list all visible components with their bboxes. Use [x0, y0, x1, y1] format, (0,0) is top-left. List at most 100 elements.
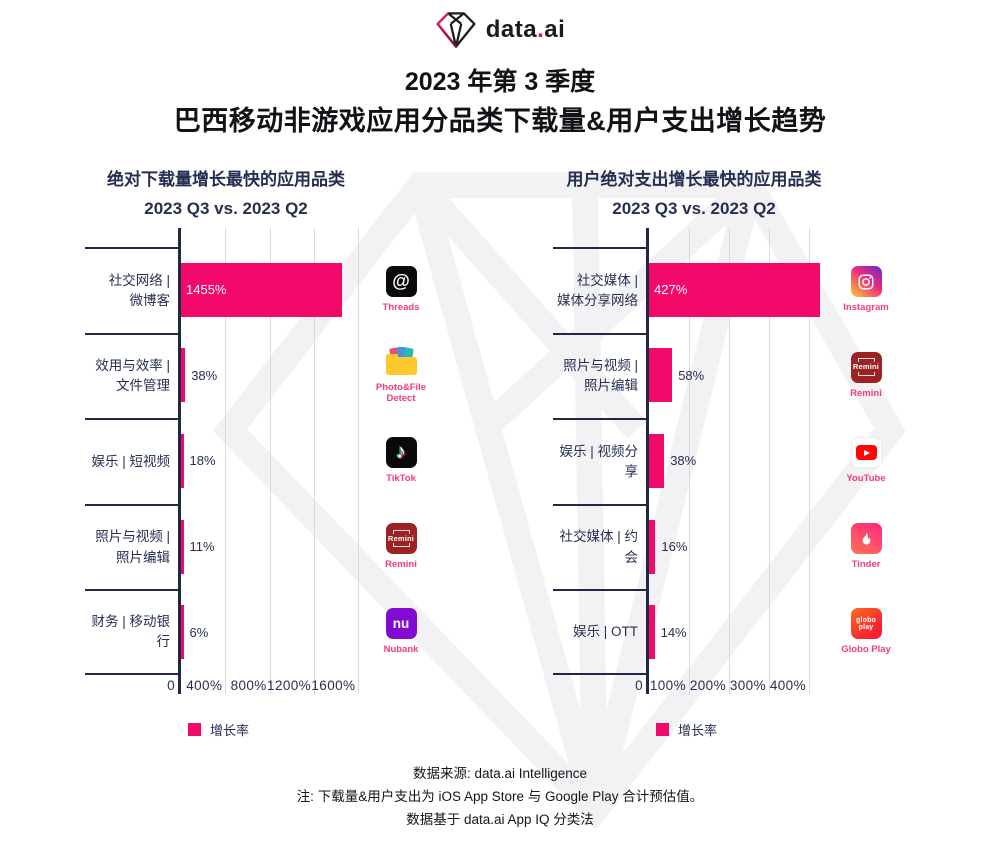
legend-swatch [188, 723, 201, 736]
category-label: 照片与视频 | 照片编辑 [553, 332, 646, 419]
report-title-line1: 2023 年第 3 季度 [404, 68, 596, 96]
chart-row: 照片与视频 | 照片编辑 11% [85, 503, 367, 590]
remini-app-icon: Remini [850, 351, 882, 383]
legend-swatch [656, 723, 669, 736]
app-entry: nu Nubank [356, 589, 446, 675]
footer-note: 注: 下载量&用户支出为 iOS App Store 与 Google Play… [296, 789, 704, 804]
downloads-app-column: @ Threads Photo&File Detect ♪ TikTok Rem… [356, 247, 446, 675]
tick-label: 300% [729, 678, 766, 693]
gridline [269, 228, 271, 694]
gridline [729, 228, 730, 694]
app-label: Remini [850, 387, 882, 399]
app-entry: Photo&File Detect [356, 333, 446, 419]
chart-row: 娱乐 | OTT 14% [553, 589, 835, 675]
chart-subtitle: 2023 Q3 vs. 2023 Q2 [612, 199, 776, 218]
tick-label: 1200% [267, 678, 312, 693]
footer: 数据来源: data.ai Intelligence 注: 下载量&用户支出为 … [0, 762, 1000, 831]
app-entry: Tinder [821, 504, 911, 590]
chart-row: 社交网络 | 微博客 1455% [85, 247, 367, 333]
axis-line [646, 228, 649, 694]
value-label: 14% [660, 624, 687, 640]
gridline [769, 228, 770, 694]
chart-row: 照片与视频 | 照片编辑 58% [553, 332, 835, 419]
tiktok-app-icon: ♪ [385, 437, 417, 469]
legend-label: 增长率 [210, 723, 250, 738]
category-label: 娱乐 | 短视频 [85, 418, 178, 504]
threads-app-icon: @ [385, 266, 417, 298]
growth-bar [181, 519, 184, 574]
chart-row: 财务 | 移动银行 6% [85, 589, 367, 675]
logo-wordmark: data.ai [485, 16, 566, 43]
growth-bar [649, 605, 655, 660]
spend-app-column: Instagram Remini Remini YouTube Tinder [821, 247, 911, 675]
app-label: Globo Play [841, 644, 891, 656]
tick-label: 0 [167, 678, 175, 693]
value-label: 58% [678, 367, 705, 383]
app-entry: YouTube [821, 418, 911, 504]
spend-bar-chart: 社交媒体 | 媒体分享网络 427% 照片与视频 | 照片编辑 58% 娱乐 |… [553, 228, 845, 748]
globo-play-app-icon: globo play [850, 608, 882, 640]
chart-title: 用户绝对支出增长最快的应用品类 [566, 170, 822, 189]
gridlines [181, 228, 367, 694]
chart-title: 绝对下载量增长最快的应用品类 [107, 170, 345, 189]
value-label: 1455% [186, 282, 227, 298]
app-entry: @ Threads [356, 247, 446, 333]
data-ai-diamond-icon [436, 12, 476, 48]
category-label: 社交媒体 | 约会 [553, 503, 646, 590]
category-label: 财务 | 移动银行 [85, 589, 178, 675]
value-label: 6% [189, 624, 209, 640]
app-entry: globo play Globo Play [821, 589, 911, 675]
value-label: 18% [189, 453, 216, 469]
chart-row: 社交媒体 | 约会 16% [553, 503, 835, 590]
gridline [809, 228, 810, 694]
gridline [225, 228, 227, 694]
report-title-line2: 巴西移动非游戏应用分品类下载量&用户支出增长趋势 [173, 106, 827, 136]
tick-label: 1600% [311, 678, 356, 693]
nubank-app-icon: nu [385, 608, 417, 640]
growth-bar [649, 519, 656, 574]
app-label: Tinder [851, 558, 881, 570]
app-label: Threads [382, 302, 420, 314]
chart-row: 效用与效率 | 文件管理 38% [85, 332, 367, 419]
growth-bar [649, 348, 673, 403]
downloads-chart-title: 绝对下载量增长最快的应用品类 2023 Q3 vs. 2023 Q2 [80, 165, 372, 223]
remini-app-icon: Remini [385, 522, 417, 554]
instagram-app-icon [850, 266, 882, 298]
category-label: 效用与效率 | 文件管理 [85, 332, 178, 419]
tick-label: 200% [689, 678, 726, 693]
app-entry: Remini Remini [821, 333, 911, 419]
legend-label: 增长率 [678, 723, 718, 738]
app-label: YouTube [846, 473, 886, 485]
growth-bar [181, 605, 184, 660]
chart-row: 社交媒体 | 媒体分享网络 427% [553, 247, 835, 333]
tinder-app-icon [850, 522, 882, 554]
app-entry: ♪ TikTok [356, 418, 446, 504]
photo-file-detect-app-icon [385, 346, 417, 377]
chart-rows: 社交媒体 | 媒体分享网络 427% 照片与视频 | 照片编辑 58% 娱乐 |… [553, 247, 835, 675]
category-label: 社交网络 | 微博客 [85, 247, 178, 333]
spend-chart-title: 用户绝对支出增长最快的应用品类 2023 Q3 vs. 2023 Q2 [548, 165, 840, 223]
tick-label: 400% [186, 678, 223, 693]
youtube-app-icon [850, 437, 882, 469]
data-ai-logo: data.ai [0, 10, 1000, 50]
value-label: 38% [191, 367, 218, 383]
category-label: 照片与视频 | 照片编辑 [85, 503, 178, 590]
tick-label: 100% [649, 678, 686, 693]
growth-bar [181, 262, 343, 317]
value-label: 11% [189, 539, 215, 555]
category-label: 娱乐 | 视频分享 [553, 418, 646, 504]
gridline [314, 228, 316, 694]
app-entry: Instagram [821, 247, 911, 333]
app-label: TikTok [386, 473, 416, 485]
tick-label: 0 [635, 678, 643, 693]
value-label: 427% [654, 282, 688, 298]
gridline [689, 228, 690, 694]
app-label: Nubank [383, 644, 419, 656]
gridlines [649, 228, 835, 694]
gridline [358, 228, 360, 694]
tick-label: 800% [230, 678, 267, 693]
footer-source: 数据来源: data.ai Intelligence [412, 766, 588, 781]
app-label: Photo&File Detect [375, 382, 427, 405]
app-label: Remini [385, 558, 417, 570]
